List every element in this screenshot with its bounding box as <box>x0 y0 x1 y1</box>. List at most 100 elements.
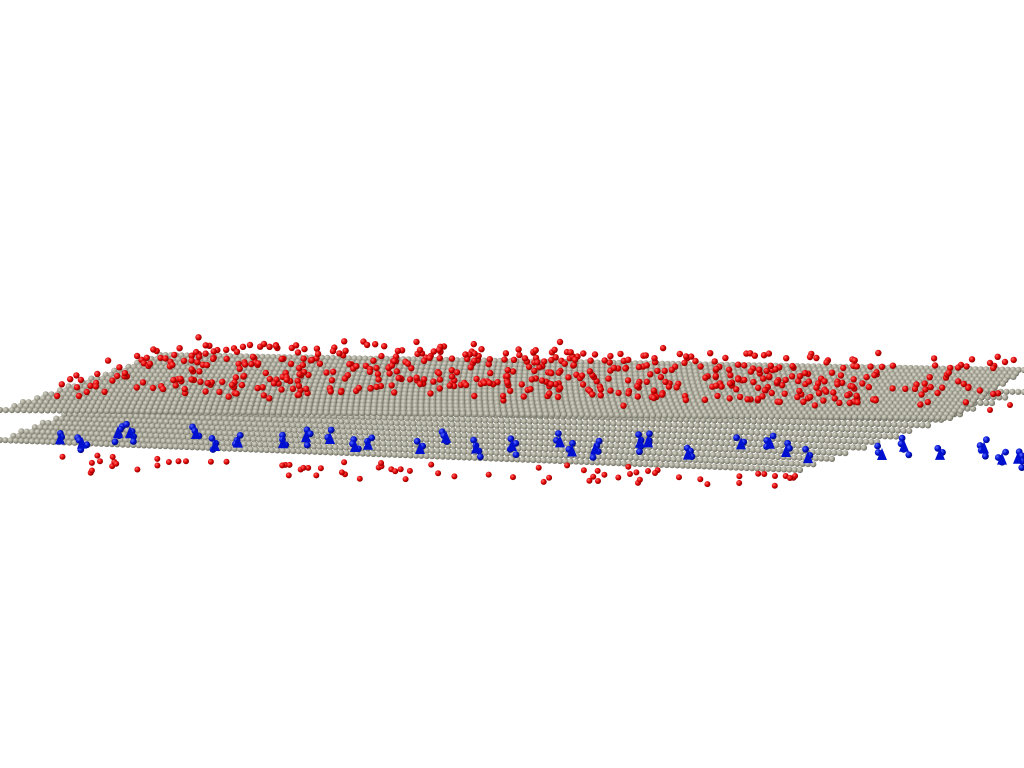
carbon-atom <box>764 465 772 472</box>
carbon-atom <box>680 439 687 446</box>
carbon-atom <box>758 435 765 442</box>
carbon-atom <box>755 424 762 431</box>
carbon-atom <box>244 416 251 423</box>
carbon-atom <box>240 420 247 428</box>
carbon-atom <box>400 410 407 417</box>
carbon-atom <box>737 429 744 436</box>
carbon-atom <box>97 407 104 414</box>
oxygen-atom <box>467 364 474 371</box>
carbon-atom <box>271 416 279 423</box>
carbon-atom <box>508 456 516 463</box>
carbon-atom <box>863 420 870 428</box>
carbon-atom <box>284 422 291 429</box>
carbon-atom <box>576 425 584 432</box>
carbon-atom <box>946 414 954 422</box>
carbon-atom <box>510 423 517 430</box>
carbon-atom <box>881 433 889 440</box>
carbon-atom <box>50 420 57 427</box>
carbon-atom <box>337 444 344 451</box>
carbon-atom <box>216 430 223 437</box>
carbon-atom <box>744 447 751 454</box>
carbon-atom <box>353 409 360 417</box>
carbon-atom <box>455 448 463 455</box>
carbon-atom <box>739 413 746 420</box>
carbon-atom <box>459 416 466 423</box>
carbon-atom <box>264 409 271 416</box>
nitrogen-atom <box>905 451 913 459</box>
carbon-atom <box>488 438 495 445</box>
carbon-atom <box>643 455 651 462</box>
oxygen-atom <box>736 473 743 480</box>
carbon-atom <box>881 414 888 421</box>
oxygen-atom <box>94 452 101 459</box>
carbon-atom <box>702 457 710 464</box>
carbon-atom <box>740 458 747 465</box>
carbon-atom <box>99 431 106 438</box>
carbon-atom <box>852 438 859 445</box>
carbon-atom <box>796 454 803 461</box>
oxygen-atom <box>1007 402 1013 408</box>
oxygen-atom <box>73 384 81 391</box>
carbon-atom <box>407 441 414 448</box>
nitrogen-atom <box>635 431 642 438</box>
oxygen-atom <box>420 376 428 383</box>
nitrogen-atom <box>983 436 990 444</box>
carbon-atom <box>587 430 594 437</box>
carbon-atom <box>644 412 651 419</box>
carbon-atom <box>608 442 615 449</box>
carbon-atom <box>850 444 857 451</box>
carbon-atom <box>755 447 762 454</box>
carbon-atom <box>382 410 389 417</box>
carbon-atom <box>896 421 904 428</box>
nitrogen-atom <box>303 441 311 449</box>
oxygen-atom <box>402 476 409 483</box>
carbon-atom <box>596 412 603 419</box>
carbon-atom <box>531 451 538 458</box>
carbon-atom <box>185 434 192 441</box>
carbon-atom <box>178 443 185 450</box>
carbon-atom <box>418 452 425 459</box>
carbon-atom <box>769 453 776 460</box>
carbon-atom <box>846 414 853 421</box>
carbon-atom <box>694 422 701 429</box>
carbon-atom <box>793 430 800 437</box>
carbon-atom <box>406 430 413 438</box>
carbon-atom <box>169 433 176 440</box>
carbon-atom <box>14 407 21 414</box>
carbon-atom <box>582 425 589 432</box>
carbon-atom <box>722 423 729 430</box>
carbon-atom <box>219 440 226 447</box>
carbon-atom <box>280 427 287 434</box>
nitrogen-group <box>590 442 600 455</box>
carbon-atom <box>488 433 495 440</box>
nitrogen-atom <box>512 451 520 459</box>
carbon-atom <box>293 437 301 444</box>
carbon-atom <box>638 455 645 462</box>
carbon-atom <box>737 452 744 459</box>
carbon-atom <box>857 414 865 421</box>
carbon-atom <box>45 419 52 427</box>
carbon-atom <box>823 420 831 427</box>
carbon-atom <box>364 450 372 457</box>
carbon-atom <box>526 440 533 447</box>
carbon-atom <box>578 411 586 418</box>
carbon-atom <box>175 408 182 415</box>
carbon-atom <box>768 413 776 420</box>
carbon-atom <box>391 446 398 453</box>
carbon-atom <box>471 410 479 418</box>
carbon-atom <box>437 416 444 423</box>
carbon-atom <box>273 442 280 449</box>
carbon-atom <box>483 411 490 418</box>
carbon-atom <box>729 458 736 465</box>
carbon-atom <box>357 429 364 436</box>
oxygen-atom <box>294 377 301 385</box>
carbon-atom <box>111 412 118 419</box>
carbon-atom <box>604 425 611 432</box>
carbon-atom <box>667 412 675 419</box>
carbon-atom <box>332 418 340 425</box>
carbon-atom <box>675 433 683 440</box>
carbon-atom <box>860 444 868 451</box>
oxygen-atom <box>707 350 714 357</box>
carbon-atom <box>428 431 435 438</box>
